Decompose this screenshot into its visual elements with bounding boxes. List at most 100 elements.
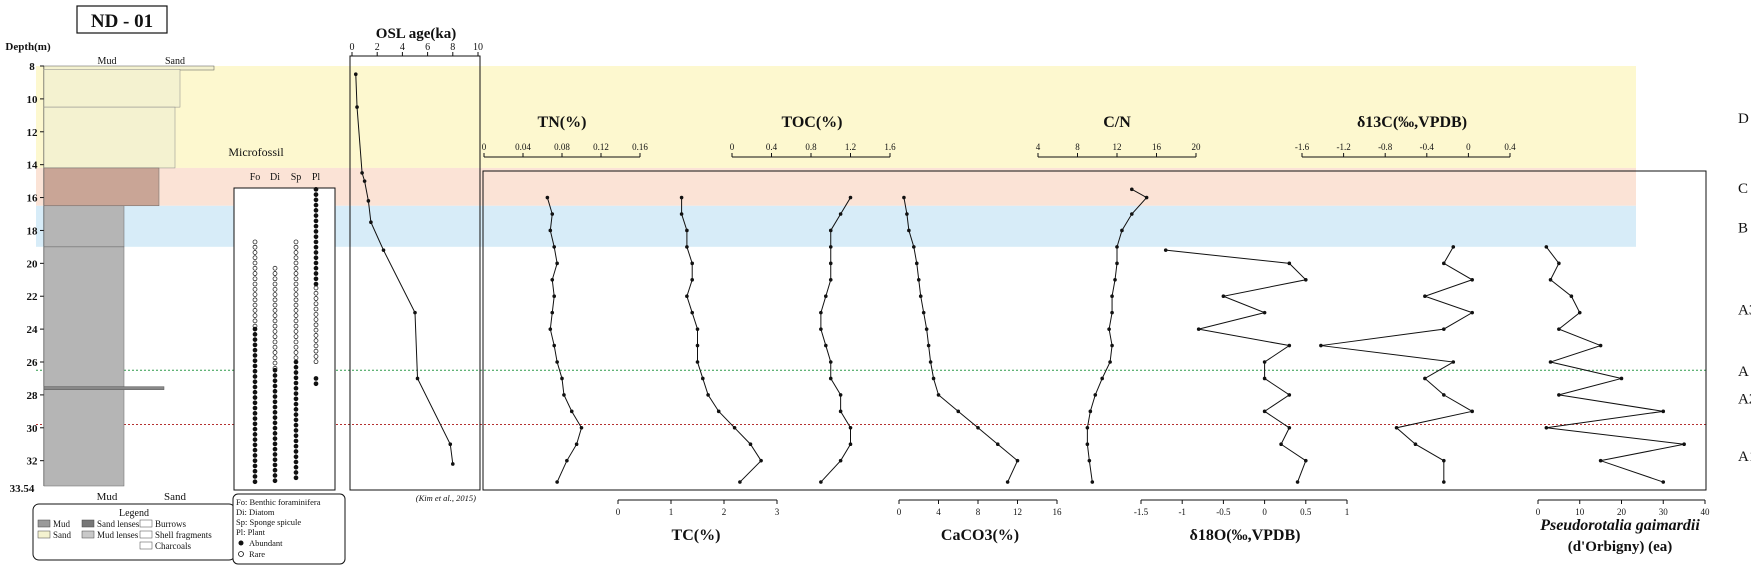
d18o-tick-label: 0.5 — [1300, 507, 1312, 517]
data-point — [1090, 480, 1095, 484]
proxy-series — [545, 187, 1686, 484]
abundant-marker — [252, 384, 258, 390]
rare-marker — [293, 323, 299, 329]
abundant-marker — [293, 401, 299, 407]
rare-marker — [313, 348, 319, 354]
rare-marker — [313, 317, 319, 322]
litho-mud-bed — [43, 246, 125, 487]
data-point — [912, 245, 916, 249]
legend-charcoals: Charcoals — [155, 541, 191, 551]
abundant-marker — [252, 332, 258, 337]
legend-burrows: Burrows — [155, 519, 186, 529]
abundant-marker — [313, 255, 319, 261]
data-point — [819, 327, 823, 331]
series-line — [903, 197, 1019, 483]
rare-marker — [313, 296, 319, 301]
depth-tick-label: 16 — [27, 193, 39, 205]
osl-tick-label: 6 — [425, 42, 430, 53]
rare-marker — [313, 285, 319, 291]
rare-marker — [313, 359, 319, 365]
data-point — [1088, 409, 1093, 414]
caco3-tick-label: 12 — [1013, 507, 1022, 517]
legend-swatch-burrows — [139, 519, 153, 528]
zone-label-d: D — [1738, 111, 1749, 127]
cn-tick-label: 16 — [1152, 142, 1162, 152]
legend-sand-lenses: Sand lenses — [97, 519, 140, 529]
data-point — [1569, 294, 1574, 299]
rare-marker — [272, 281, 278, 287]
rare-marker — [293, 239, 299, 245]
depth-tick-label: 8 — [29, 61, 35, 73]
rare-marker — [293, 250, 299, 255]
data-point — [828, 376, 833, 381]
rare-marker — [252, 318, 258, 324]
depth-tick-label: 20 — [27, 258, 39, 270]
rare-marker — [293, 308, 299, 313]
tn-tick-label: 0 — [482, 142, 487, 152]
data-point — [1130, 187, 1134, 192]
rare-marker — [313, 301, 319, 307]
abundant-marker — [272, 409, 278, 415]
d18o-tick-label: 1 — [1345, 507, 1350, 517]
pg-tick-label: 20 — [1617, 507, 1627, 517]
data-point — [1115, 261, 1119, 266]
mf-legend-di: Di: Diatom — [236, 507, 275, 517]
d18o-tick-label: -0.5 — [1216, 507, 1231, 517]
abundant-marker — [313, 229, 319, 234]
abundant-marker — [252, 400, 258, 406]
abundant-marker — [293, 428, 299, 433]
tn-tick-label: 0.16 — [632, 142, 648, 152]
rare-marker — [252, 244, 258, 250]
abundant-marker — [293, 449, 299, 454]
pg-tick-label: 40 — [1701, 507, 1711, 517]
data-point — [1577, 310, 1582, 315]
abundant-marker — [293, 385, 299, 391]
data-point — [550, 310, 555, 315]
rare-marker — [272, 276, 278, 282]
d13c-tick-label: -0.4 — [1420, 142, 1435, 152]
rare-marker — [252, 286, 258, 292]
data-point — [976, 425, 980, 430]
rare-marker — [293, 255, 299, 261]
rare-marker — [252, 239, 258, 245]
abundant-marker — [252, 326, 258, 332]
data-point — [1287, 261, 1292, 266]
rare-marker — [293, 271, 299, 276]
abundant-marker — [252, 458, 258, 464]
osl-citation: (Kim et al., 2015) — [416, 493, 476, 503]
data-point — [1110, 310, 1114, 315]
depth-tick-label: 32 — [27, 456, 39, 468]
data-point — [716, 409, 721, 414]
abundant-marker — [252, 432, 258, 437]
abundant-marker — [272, 441, 278, 447]
mf-legend-abundant: Abundant — [249, 538, 283, 548]
abundant-marker — [313, 265, 319, 271]
data-point — [1470, 277, 1474, 282]
data-point — [1287, 393, 1292, 397]
abundant-marker — [293, 364, 299, 370]
data-point — [748, 442, 753, 447]
data-point — [1120, 228, 1124, 233]
data-point — [1304, 277, 1308, 282]
rare-marker — [293, 313, 299, 318]
toc-tick-label: 1.6 — [884, 142, 896, 152]
abundant-marker — [272, 462, 278, 468]
data-point — [1196, 327, 1201, 331]
rare-marker — [272, 355, 278, 361]
abundant-marker — [252, 342, 258, 348]
data-point — [574, 442, 579, 447]
data-point — [555, 360, 559, 364]
toc-tick-label: 0 — [730, 142, 735, 152]
d13c-tick-label: 0 — [1466, 142, 1471, 152]
data-point — [936, 393, 941, 397]
data-point — [914, 261, 919, 266]
data-point — [828, 360, 833, 364]
data-point — [1442, 327, 1446, 331]
data-point — [360, 171, 364, 175]
abundant-marker — [252, 368, 258, 374]
data-point — [1442, 458, 1446, 463]
d13c-tick-label: -1.2 — [1336, 142, 1350, 152]
data-point — [1087, 458, 1092, 463]
litho-sand-bed — [43, 106, 176, 169]
pg-title-line2: (d'Orbigny) (ea) — [1568, 539, 1673, 555]
